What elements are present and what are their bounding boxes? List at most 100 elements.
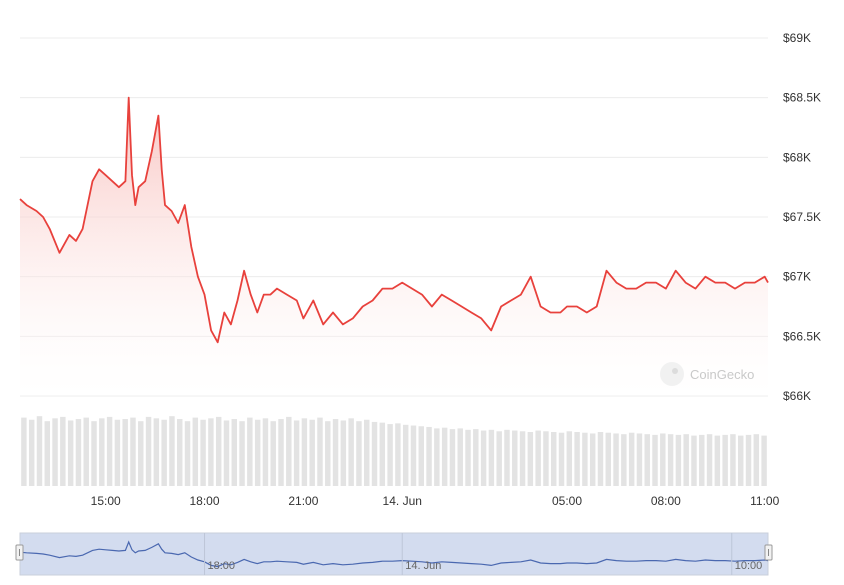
volume-bar (75, 419, 82, 486)
volume-bar (184, 421, 191, 486)
volume-bar (99, 418, 105, 486)
volume-bar (223, 420, 230, 486)
volume-bar (286, 416, 292, 486)
volume-bar (293, 420, 300, 486)
volume-bar (130, 417, 136, 486)
volume-bar (582, 432, 588, 486)
volume-bar (589, 433, 596, 486)
volume-bar (340, 420, 347, 486)
volume-bar (683, 434, 689, 486)
navigator-tick-label: 18:00 (208, 560, 236, 572)
navigator-tick-label: 10:00 (735, 560, 763, 572)
volume-bar (738, 435, 744, 486)
volume-bar (519, 431, 526, 486)
volume-bar (441, 427, 448, 486)
volume-bar (574, 432, 580, 486)
volume-bar (558, 432, 565, 486)
volume-bars (21, 416, 767, 486)
volume-bar (161, 419, 167, 486)
volume-bar (465, 429, 471, 486)
volume-bar (605, 432, 611, 486)
volume-bar (356, 421, 362, 486)
price-area-fill (20, 97, 768, 396)
volume-bar (114, 419, 121, 486)
volume-bar (21, 417, 27, 486)
volume-bar (254, 419, 261, 486)
coingecko-logo-icon (660, 362, 684, 386)
volume-bar (691, 435, 697, 486)
volume-bar (543, 431, 549, 486)
volume-bar (169, 416, 175, 486)
price-line (19, 96, 769, 344)
volume-bar (231, 419, 237, 486)
navigator-left-handle[interactable] (15, 544, 24, 561)
volume-bar (200, 419, 206, 486)
x-tick-label: 14. Jun (383, 494, 422, 508)
navigator-line (19, 540, 769, 568)
volume-bar (699, 434, 705, 486)
volume-bar (512, 430, 518, 486)
coingecko-watermark: CoinGecko (660, 362, 754, 386)
range-navigator[interactable]: 18:00 14. Jun 10:00 (15, 532, 773, 576)
y-tick-label: $67K (783, 270, 811, 284)
volume-bar (309, 419, 315, 486)
x-tick-label: 18:00 (190, 494, 220, 508)
volume-bar (418, 426, 424, 486)
volume-bar (504, 429, 510, 486)
x-tick-label: 15:00 (91, 494, 121, 508)
volume-bar (457, 428, 463, 486)
volume-bar (247, 417, 253, 486)
y-tick-label: $66K (783, 389, 811, 403)
volume-bar (270, 421, 276, 486)
volume-bar (402, 424, 409, 486)
coingecko-logo-eye (672, 368, 678, 374)
volume-bar (91, 421, 97, 486)
volume-bar (371, 421, 378, 486)
volume-bar (60, 416, 66, 486)
volume-bar (192, 417, 199, 486)
volume-bar (122, 419, 128, 486)
volume-bar (660, 433, 666, 486)
y-tick-label: $68.5K (783, 91, 821, 105)
volume-bar (52, 418, 58, 486)
price-area (20, 97, 768, 396)
volume-bar (138, 421, 144, 486)
volume-bar (714, 435, 721, 486)
volume-bar (364, 419, 370, 486)
volume-bar (278, 419, 284, 486)
volume-bar (667, 434, 674, 486)
volume-bar (387, 424, 393, 486)
volume-bar (473, 429, 479, 486)
volume-bar (262, 418, 269, 486)
volume-bar (395, 423, 401, 486)
navigator-series (19, 540, 769, 568)
volume-bar (745, 434, 752, 486)
navigator-axis: 18:00 14. Jun 10:00 (204, 533, 763, 575)
volume-bar (28, 419, 35, 486)
volume-bar (177, 419, 183, 486)
volume-bar (535, 430, 541, 486)
volume-bar (67, 420, 74, 486)
volume-bar (636, 433, 643, 486)
volume-bar (106, 416, 113, 486)
volume-bar (621, 434, 627, 486)
volume-bar (44, 421, 50, 486)
price-series-line (19, 96, 769, 344)
volume-bar (761, 435, 767, 486)
volume-bar (239, 421, 245, 486)
volume-bar (628, 432, 635, 486)
volume-bar (597, 432, 604, 486)
volume-bar (83, 417, 89, 486)
volume-bar (753, 434, 760, 486)
volume-bar (652, 434, 658, 486)
volume-bar (566, 431, 573, 486)
volume-bar (730, 434, 736, 486)
x-tick-label: 11:00 (750, 494, 779, 508)
volume-bar (153, 418, 160, 486)
navigator-window[interactable] (19, 532, 769, 576)
y-axis-labels: $69K $68.5K $68K $67.5K $67K $66.5K $66K (783, 31, 821, 403)
volume-bar (613, 433, 619, 486)
navigator-right-handle[interactable] (764, 544, 773, 561)
volume-bar (644, 434, 650, 486)
